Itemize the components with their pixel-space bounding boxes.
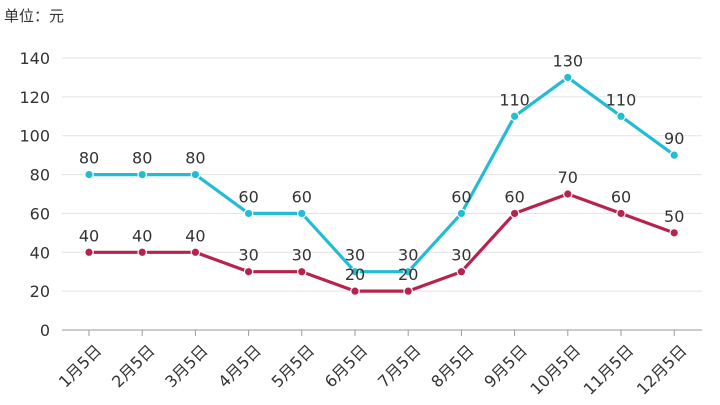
data-point-series-1 — [296, 208, 307, 219]
x-tick-label: 6月5日 — [321, 341, 371, 391]
data-point-series-1 — [669, 150, 679, 160]
x-tick-label: 5月5日 — [268, 341, 318, 391]
y-tick-label: 40 — [30, 243, 50, 262]
data-point-series-2 — [403, 286, 413, 296]
data-point-series-2 — [296, 266, 307, 277]
data-label-series-2: 60 — [611, 187, 631, 206]
x-tick-label: 9月5日 — [480, 341, 530, 391]
series-line-1 — [87, 75, 676, 274]
x-tick-label: 11月5日 — [580, 341, 638, 399]
data-point-series-1 — [84, 169, 94, 180]
x-tick-label: 3月5日 — [161, 341, 211, 391]
data-label-series-1: 110 — [499, 90, 530, 109]
data-point-series-2 — [137, 247, 147, 258]
data-label-series-2: 20 — [398, 265, 418, 284]
data-label-series-1: 30 — [398, 246, 418, 265]
data-label-series-2: 20 — [345, 265, 365, 284]
data-label-series-2: 40 — [132, 226, 152, 245]
data-label-series-2: 60 — [504, 187, 524, 206]
x-tick-label: 7月5日 — [374, 341, 424, 391]
unit-label: 单位：元 — [4, 7, 64, 25]
data-point-series-1 — [403, 266, 413, 277]
data-label-series-1: 60 — [451, 187, 471, 206]
data-point-series-2 — [84, 247, 94, 258]
series-line-2 — [87, 192, 676, 293]
data-point-series-2 — [190, 247, 201, 258]
data-label-series-2: 40 — [185, 226, 205, 245]
data-point-series-2 — [562, 189, 573, 199]
data-point-series-1 — [562, 72, 573, 83]
data-point-series-2 — [456, 266, 467, 277]
data-label-series-1: 90 — [664, 129, 684, 148]
data-label-series-2: 40 — [79, 226, 99, 245]
y-tick-label: 100 — [19, 127, 50, 146]
data-label-series-1: 130 — [553, 51, 584, 70]
x-tick-label: 4月5日 — [214, 341, 264, 391]
data-point-series-2 — [509, 208, 520, 219]
data-label-series-2: 70 — [558, 168, 578, 187]
x-tick-label: 10月5日 — [526, 341, 584, 399]
data-label-series-1: 60 — [238, 187, 258, 206]
data-label-series-2: 30 — [292, 246, 312, 265]
data-point-series-2 — [243, 266, 254, 277]
data-label-series-1: 30 — [345, 246, 365, 265]
data-point-series-1 — [616, 111, 626, 122]
y-tick-label: 80 — [30, 166, 50, 185]
x-tick-label: 8月5日 — [427, 341, 477, 391]
data-point-series-1 — [190, 169, 201, 180]
data-label-series-1: 60 — [292, 187, 312, 206]
x-tick-label: 1月5日 — [55, 341, 105, 391]
data-point-series-1 — [456, 208, 467, 219]
data-label-series-1: 80 — [132, 149, 152, 168]
y-tick-label: 120 — [19, 88, 50, 107]
data-point-series-2 — [669, 228, 679, 238]
data-label-series-1: 110 — [606, 90, 637, 109]
data-point-series-2 — [350, 286, 360, 296]
data-point-series-1 — [243, 208, 254, 219]
data-label-series-2: 30 — [451, 246, 471, 265]
y-tick-label: 20 — [30, 282, 50, 301]
data-label-series-2: 50 — [664, 207, 684, 226]
data-label-series-2: 30 — [238, 246, 258, 265]
data-point-series-1 — [137, 169, 147, 180]
data-label-series-1: 80 — [79, 149, 99, 168]
data-point-series-1 — [509, 111, 520, 122]
data-point-series-2 — [616, 208, 626, 219]
x-tick-label: 12月5日 — [633, 341, 691, 399]
y-tick-label: 60 — [30, 204, 50, 223]
data-label-series-1: 80 — [185, 149, 205, 168]
y-tick-label: 140 — [19, 49, 50, 68]
x-tick-label: 2月5日 — [108, 341, 158, 391]
data-point-series-1 — [350, 266, 360, 277]
y-tick-label: 0 — [40, 321, 50, 340]
series-layer — [84, 72, 679, 296]
